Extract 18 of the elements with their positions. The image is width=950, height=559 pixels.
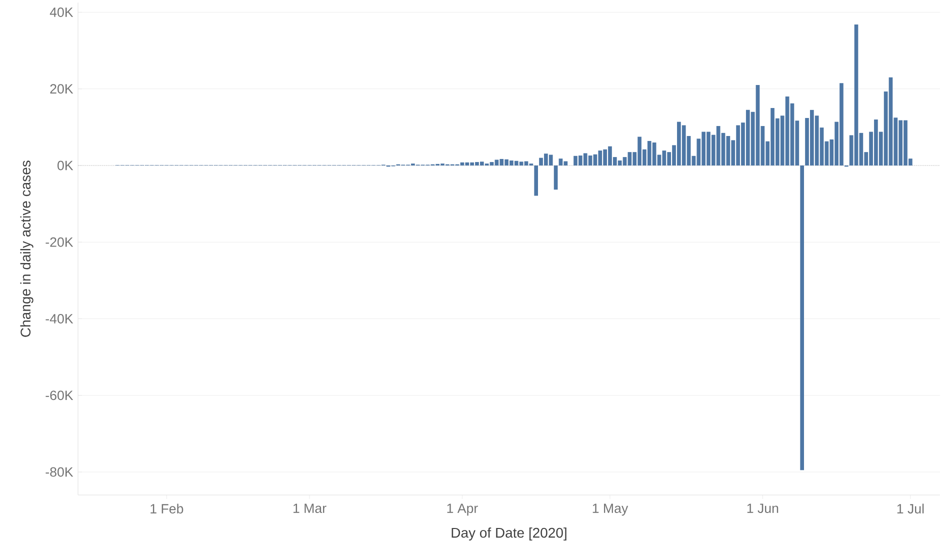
y-axis-title: Change in daily active cases xyxy=(20,160,34,337)
y-tick-label: -80K xyxy=(46,467,74,477)
y-tick-label: -40K xyxy=(46,314,74,324)
x-tick-label: 1 Apr xyxy=(447,504,478,516)
x-tick-label: 1 May xyxy=(592,504,628,516)
x-tick-label: 1 Jul xyxy=(897,504,924,514)
bar xyxy=(554,165,558,190)
y-tick-label: 20K xyxy=(50,84,74,94)
bar xyxy=(800,165,804,470)
y-tick-label: -20K xyxy=(46,237,74,247)
bar xyxy=(534,165,538,196)
x-tick-label: 1 Mar xyxy=(293,504,326,513)
y-tick-label: -60K xyxy=(46,390,74,400)
y-tick-label: 0K xyxy=(58,160,74,170)
x-axis-title: Day of Date [2020] xyxy=(452,527,566,541)
x-tick-label: 1 Jun xyxy=(747,504,778,513)
x-tick-label: 1 Feb xyxy=(150,504,184,514)
y-tick-label: 40K xyxy=(50,8,74,17)
